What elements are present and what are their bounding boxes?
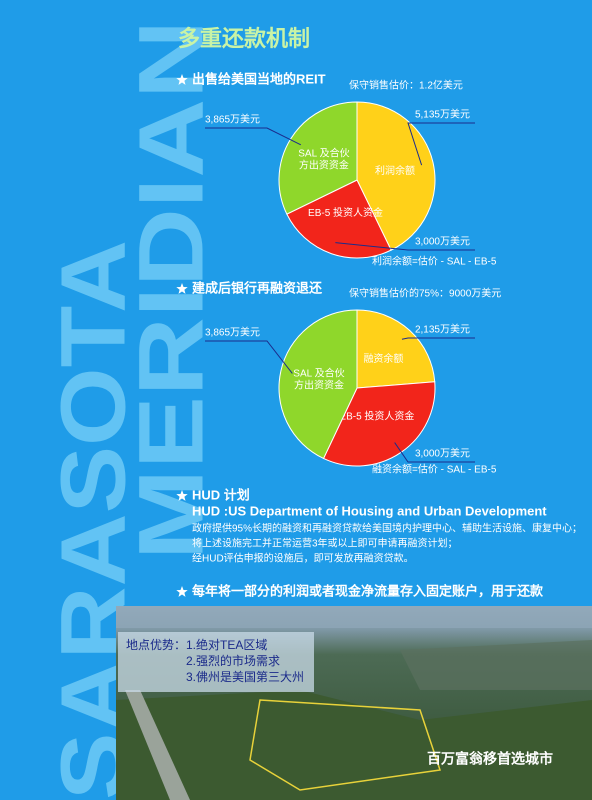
chart-note: 融资余额=估价 - SAL - EB-5: [372, 463, 497, 476]
pie-slice: [356, 309, 436, 389]
pie-slice: [286, 179, 392, 259]
pie-slice: [278, 101, 358, 215]
value-label: 3,865万美元: [205, 113, 260, 126]
section-heading: 每年将一部分的利润或者现金净流量存入固定账户，用于还款: [192, 583, 544, 598]
advantage-box: [118, 632, 314, 692]
section-line: 政府提供95%长期的融资和再融资贷款给美国境内护理中心、辅助生活设施、康复中心；: [192, 522, 582, 535]
value-label: 3,865万美元: [205, 326, 260, 339]
section-heading: 建成后银行再融资退还: [192, 280, 323, 295]
slice-label: EB-5 投资人资金: [308, 206, 383, 219]
slice-label: 融资余额: [363, 352, 403, 365]
value-label: 3,000万美元: [415, 447, 470, 460]
leader-line: [401, 337, 475, 340]
value-label: 2,135万美元: [415, 323, 470, 336]
pie-slice: [278, 309, 358, 460]
slice-label: SAL 及合伙方出资资金: [293, 366, 344, 391]
leader-line: [407, 122, 475, 166]
watermark: MERIDIAN: [120, 20, 222, 560]
photo-sky: [116, 606, 592, 628]
leader-line: [205, 127, 302, 146]
star-icon: [176, 586, 188, 597]
leader-line: [205, 340, 293, 374]
page-title: 多重还款机制: [178, 26, 310, 51]
value-label: 5,135万美元: [415, 108, 470, 121]
advantage: 3.佛州是美国第三大州: [186, 670, 304, 684]
photo-road: [125, 690, 190, 800]
star-icon: [176, 74, 188, 85]
section-line: 经HUD评估申报的设施后，即可发放再融资贷款。: [192, 552, 414, 565]
photo-town: [400, 640, 592, 690]
leader-line: [394, 442, 475, 463]
section-heading: HUD 计划: [192, 487, 250, 502]
advantage: 地点优势：1.绝对TEA区域: [126, 637, 267, 652]
slice-label: 利润余额: [375, 164, 415, 177]
star-icon: [176, 490, 188, 501]
leader-line: [335, 242, 475, 251]
chart-note: 利润余额=估价 - SAL - EB-5: [372, 255, 497, 268]
photo-caption: 百万富翁移首选城市: [427, 751, 553, 767]
icons: [176, 74, 188, 597]
chart-subtitle: 保守销售估价：1.2亿美元: [349, 79, 463, 92]
section-heading: 出售给美国当地的REIT: [192, 71, 326, 86]
slice-label: SAL 及合伙方出资资金: [298, 146, 349, 171]
photo: 地点优势：1.绝对TEA区域 2.强烈的市场需求 3.佛州是美国第三大州 百万富…: [116, 606, 592, 800]
photo-land: [116, 690, 592, 800]
chart-subtitle: 保守销售估价的75%：9000万美元: [349, 287, 501, 300]
section-subheading: HUD :US Department of Housing and Urban …: [192, 503, 547, 518]
value-label: 3,000万美元: [415, 235, 470, 248]
slice-label: EB-5 投资人资金: [339, 410, 414, 423]
section-line: 将上述设施完工并正常运营3年或以上即可申请再融资计划；: [192, 537, 458, 550]
pie-slice: [356, 101, 436, 251]
photo-outline: [249, 699, 441, 791]
advantage: 2.强烈的市场需求: [186, 653, 280, 668]
star-icon: [176, 283, 188, 294]
